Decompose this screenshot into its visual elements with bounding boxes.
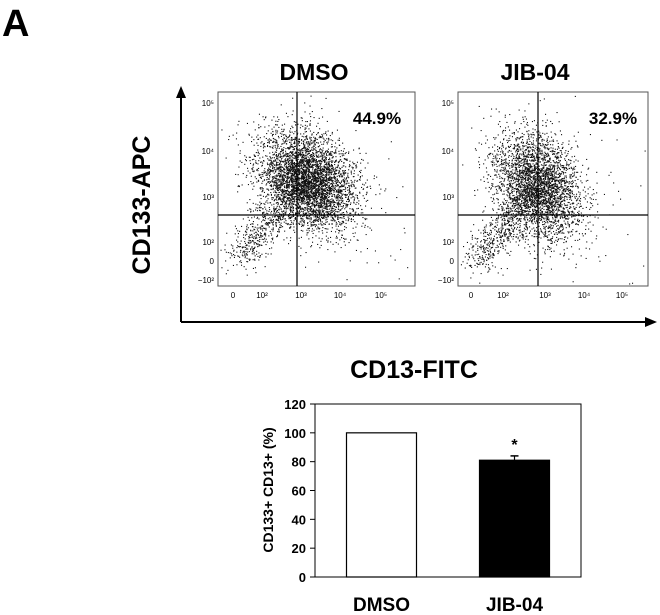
x-tick-label: 10³: [295, 291, 307, 300]
bar-y-ticks: 0 20 40 60 80 100 120: [284, 397, 315, 585]
y-tick-label: 10⁴: [202, 147, 215, 156]
flow-y-axis-label: CD133-APC: [128, 136, 156, 275]
y-tick-label: 20: [292, 541, 306, 556]
y-tick-label: 120: [284, 397, 306, 412]
y-tick-label: 10⁵: [202, 99, 214, 108]
bar-chart: 0 20 40 60 80 100 120 * DMSO JIB-04 CD133+ CD13…: [260, 397, 582, 615]
y-tick-label: 60: [292, 484, 306, 499]
flow-x-axis-arrow: [645, 317, 657, 327]
bar-x-labels: DMSO JIB-04: [353, 595, 543, 615]
bar: [478, 459, 551, 578]
flow-plot-frame: [217, 91, 416, 287]
bars: *: [345, 432, 551, 578]
flow-panel-title: JIB-04: [500, 59, 569, 85]
y-tick-label: 10³: [442, 193, 454, 202]
scatter-dots: [220, 95, 409, 281]
y-tick-label: 10²: [202, 238, 214, 247]
flow-x-axis-label: CD13-FITC: [350, 356, 478, 384]
flow-x-ticks: 0 10² 10³ 10⁴ 10⁵: [231, 291, 387, 300]
flow-axes: [176, 86, 657, 327]
y-tick-label: 10²: [442, 238, 454, 247]
flow-y-axis-arrow: [176, 86, 186, 98]
x-tick-label: 10⁵: [616, 291, 628, 300]
y-tick-label: 10³: [202, 193, 214, 202]
y-tick-label: 0: [450, 257, 455, 266]
x-tick-label: 10⁴: [334, 291, 347, 300]
x-tick-label: 10²: [497, 291, 509, 300]
scatter-dots: [460, 95, 646, 285]
flow-y-ticks: 10⁵ 10⁴ 10³ 10² 0 −10²: [198, 99, 215, 285]
flow-y-ticks: 10⁵ 10⁴ 10³ 10² 0 −10²: [438, 99, 455, 285]
flow-panel-jib04: JIB-04 32.9% 10⁵ 10⁴ 10³ 10² 0 −10² 0 10…: [438, 59, 649, 300]
y-tick-label: 10⁵: [442, 99, 454, 108]
y-tick-label: 80: [292, 455, 306, 470]
y-tick-label: 40: [292, 512, 306, 527]
y-tick-label: 10⁴: [442, 147, 455, 156]
flow-panel-dmso: DMSO 44.9% 10⁵ 10⁴ 10³ 10² 0 −10² 0 10² …: [198, 59, 416, 300]
y-tick-label: 100: [284, 426, 306, 441]
y-tick-label: −10²: [198, 276, 215, 285]
flow-plot-frame: [457, 91, 649, 287]
x-category-label: DMSO: [353, 595, 410, 615]
quadrant-percent: 32.9%: [589, 109, 637, 128]
flow-x-ticks: 0 10² 10³ 10⁴ 10⁵: [469, 291, 628, 300]
x-category-label: JIB-04: [486, 595, 543, 615]
x-tick-label: 10⁴: [578, 291, 591, 300]
significance-marker: *: [511, 437, 518, 454]
x-tick-label: 10²: [256, 291, 268, 300]
x-tick-label: 10³: [539, 291, 551, 300]
panel-label: A: [2, 3, 29, 45]
y-tick-label: 0: [299, 570, 306, 585]
flow-panel-title: DMSO: [280, 59, 349, 85]
quadrant-percent: 44.9%: [353, 109, 401, 128]
x-tick-label: 0: [231, 291, 236, 300]
x-tick-label: 10⁵: [375, 291, 387, 300]
x-tick-label: 0: [469, 291, 474, 300]
y-tick-label: 0: [210, 257, 215, 266]
y-tick-label: −10²: [438, 276, 455, 285]
bar-y-axis-label: CD133+ CD13+ (%): [260, 427, 276, 552]
bar: [345, 432, 418, 578]
